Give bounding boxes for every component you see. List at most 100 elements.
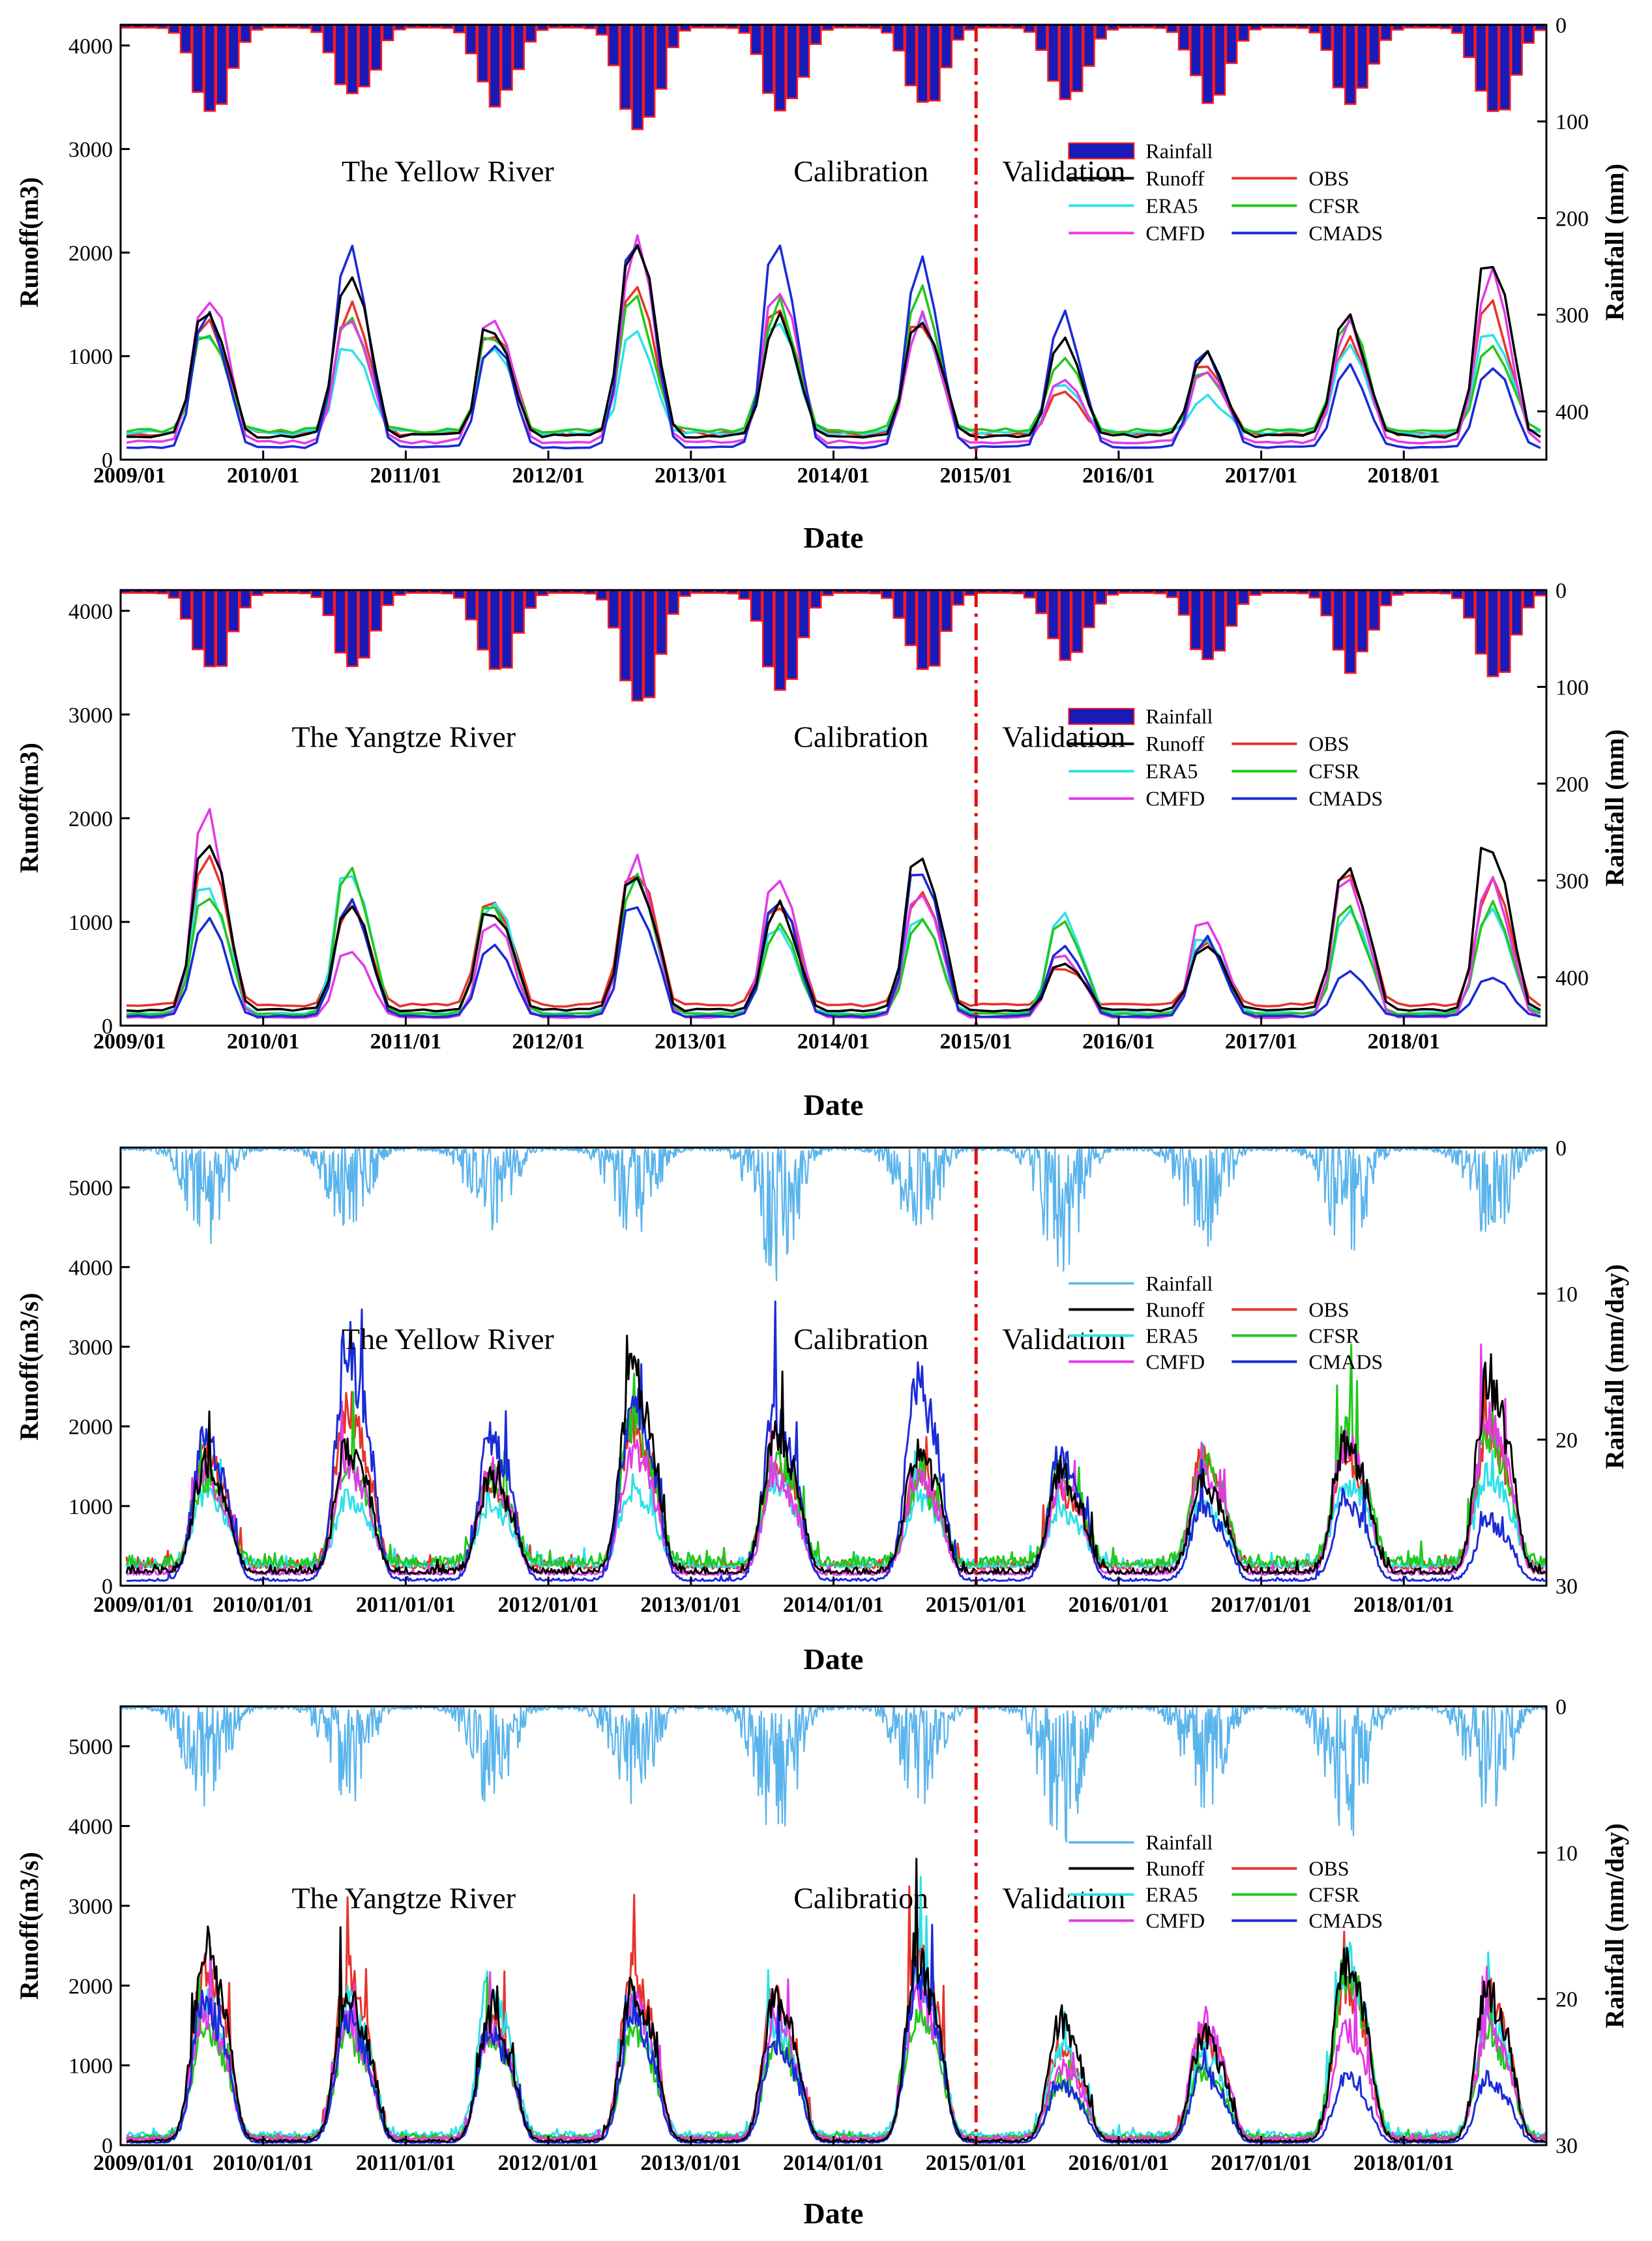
rainfall-bar bbox=[465, 590, 478, 621]
rainfall-bar bbox=[1261, 25, 1274, 29]
rainfall-bar bbox=[263, 25, 276, 29]
rainfall-bar bbox=[1035, 25, 1048, 51]
series-line-runoff bbox=[126, 844, 1541, 1013]
rainfall-bar bbox=[892, 590, 906, 619]
y-axis-title: Runoff(m3/s) bbox=[14, 1293, 44, 1441]
series-line-cmfd bbox=[126, 234, 1542, 445]
rainfall-bar bbox=[809, 25, 822, 45]
rainfall-bar bbox=[286, 25, 299, 29]
rainfall-bar bbox=[286, 590, 299, 594]
rainfall-bar bbox=[548, 590, 561, 594]
x-axis-title: Date bbox=[804, 1088, 864, 1121]
rainfall-bar bbox=[726, 25, 739, 29]
x-tick-label: 2015/01/01 bbox=[926, 1593, 1027, 1617]
rainfall-bar bbox=[881, 25, 893, 34]
rainfall-bar bbox=[1308, 25, 1321, 34]
rainfall-bar bbox=[215, 25, 228, 105]
x-tick-label: 2009/01 bbox=[93, 1030, 166, 1054]
x-tick-label: 2010/01/01 bbox=[213, 1593, 314, 1617]
rainfall-bar bbox=[1190, 25, 1202, 76]
rainfall-bar bbox=[1404, 25, 1416, 29]
rainfall-bar bbox=[1368, 590, 1381, 631]
rainfall-bar bbox=[429, 590, 442, 594]
rainfall-bar bbox=[1498, 25, 1511, 111]
rainfall-bar bbox=[1177, 590, 1190, 616]
rainfall-bar bbox=[1297, 590, 1309, 595]
plot-area bbox=[121, 1706, 1546, 2144]
rainfall-bar bbox=[132, 590, 145, 594]
rainfall-bar bbox=[441, 25, 454, 29]
rainfall-bar bbox=[1059, 25, 1072, 100]
y-tick-label: 2000 bbox=[68, 807, 113, 831]
rainfall-bar bbox=[679, 25, 692, 32]
rainfall-bar bbox=[607, 25, 620, 67]
rainfall-bar bbox=[940, 590, 953, 632]
rainfall-bar bbox=[417, 25, 430, 29]
rainfall-bar bbox=[168, 590, 181, 599]
rainfall-bar bbox=[1202, 590, 1214, 660]
rainfall-bar bbox=[1082, 590, 1095, 629]
rainfall-bar bbox=[643, 590, 656, 698]
rainfall-bar bbox=[1475, 590, 1488, 655]
validation-label: Validation bbox=[1002, 1322, 1125, 1356]
rainfall-bar bbox=[1439, 25, 1452, 29]
rainfall-bar bbox=[857, 25, 870, 29]
rainfall-bar bbox=[179, 590, 192, 620]
rainfall-bar bbox=[251, 590, 263, 597]
y2-tick-label: 300 bbox=[1556, 869, 1589, 893]
rainfall-bar bbox=[322, 25, 335, 53]
rainfall-bar bbox=[643, 25, 656, 118]
rainfall-bar bbox=[892, 25, 906, 52]
series-line-runoff bbox=[126, 245, 1541, 439]
rainfall-bar bbox=[1249, 590, 1261, 596]
rainfall-bar bbox=[1225, 590, 1238, 627]
rainfall-bar bbox=[916, 25, 929, 103]
rainfall-bar bbox=[1273, 25, 1286, 29]
x-tick-label: 2014/01/01 bbox=[783, 1593, 884, 1617]
legend: Rainfall Runoff OBS ERA5 CFSR CMFD CMADS bbox=[1068, 705, 1383, 810]
rainfall-bar bbox=[1237, 590, 1250, 605]
x-tick-label: 2014/01/01 bbox=[783, 2151, 884, 2175]
x-tick-label: 2013/01 bbox=[655, 464, 727, 488]
legend-label-obs: OBS bbox=[1308, 1298, 1349, 1321]
rainfall-bar bbox=[1451, 25, 1464, 34]
rainfall-bar bbox=[1332, 25, 1345, 89]
y-axis-left: 0 1000 2000 3000 4000 5000 Runoff(m3/s) bbox=[14, 1735, 130, 2158]
calibration-label: Calibration bbox=[793, 720, 928, 753]
y-tick-label: 3000 bbox=[68, 1335, 113, 1359]
y2-tick-label: 20 bbox=[1556, 1988, 1578, 2012]
rainfall-bar bbox=[595, 25, 608, 36]
rainfall-bar bbox=[1522, 590, 1535, 609]
legend-label-runoff: Runoff bbox=[1145, 732, 1204, 756]
x-tick-label: 2016/01 bbox=[1082, 464, 1155, 488]
rainfall-bar bbox=[607, 590, 620, 629]
rainfall-bar bbox=[1095, 590, 1107, 605]
y2-tick-label: 10 bbox=[1556, 1841, 1578, 1865]
rainfall-bar bbox=[1439, 590, 1452, 595]
rainfall-bar bbox=[1130, 25, 1143, 29]
rainfall-bar bbox=[1320, 25, 1333, 51]
rainfall-bar bbox=[702, 25, 715, 29]
rainfall-bar bbox=[488, 590, 501, 670]
rainfall-bar bbox=[702, 590, 715, 594]
legend-label-cfsr: CFSR bbox=[1308, 1324, 1360, 1347]
legend-label-rainfall: Rainfall bbox=[1145, 1271, 1213, 1295]
rainfall-bar bbox=[1404, 590, 1416, 594]
rainfall-bar bbox=[156, 590, 169, 595]
y2-axis-title: Rainfall (mm) bbox=[1600, 164, 1629, 321]
y-tick-label: 4000 bbox=[68, 1815, 113, 1839]
x-tick-label: 2016/01/01 bbox=[1068, 1593, 1169, 1617]
rainfall-bar bbox=[1106, 590, 1119, 596]
y-axis-right: 0 10 20 30 Rainfall (mm/day) bbox=[1537, 1695, 1629, 2158]
rainfall-bar bbox=[453, 25, 465, 34]
y-tick-label: 0 bbox=[102, 449, 113, 473]
rainfall-bar bbox=[1475, 25, 1488, 92]
rainfall-bar bbox=[1391, 25, 1404, 31]
x-tick-label: 2011/01/01 bbox=[356, 2151, 456, 2175]
rainfall-bar bbox=[715, 590, 727, 594]
rainfall-bar bbox=[560, 25, 572, 29]
y2-tick-label: 0 bbox=[1556, 1136, 1567, 1161]
rainfall-bar bbox=[1047, 25, 1060, 82]
rainfall-bar bbox=[1154, 25, 1167, 29]
rainfall-bar bbox=[168, 25, 181, 34]
